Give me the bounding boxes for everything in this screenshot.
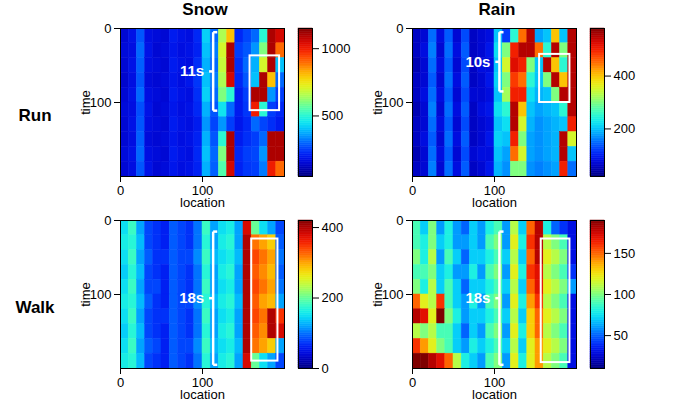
svg-text:time: time	[370, 90, 385, 115]
svg-text:time: time	[370, 282, 385, 307]
svg-text:100: 100	[90, 287, 112, 302]
svg-text:location: location	[180, 195, 225, 210]
svg-text:50: 50	[614, 328, 628, 343]
svg-text:100: 100	[614, 287, 636, 302]
html-text:Run: Run	[18, 106, 52, 125]
svg-text:200: 200	[322, 290, 344, 305]
svg-text:500: 500	[322, 108, 344, 123]
svg-text:150: 150	[614, 246, 636, 261]
svg-text:100: 100	[483, 182, 506, 198]
svg-text:0: 0	[322, 361, 329, 376]
html-text:Snow: Snow	[182, 0, 228, 19]
svg-text:100: 100	[382, 287, 404, 302]
svg-text:0: 0	[117, 375, 124, 390]
svg-text:18s: 18s	[179, 289, 204, 306]
svg-text:location: location	[472, 387, 517, 402]
svg-text:time: time	[78, 90, 93, 115]
svg-text:0: 0	[396, 213, 403, 228]
svg-text:100: 100	[382, 95, 404, 110]
svg-text:400: 400	[614, 68, 636, 83]
svg-text:location: location	[472, 195, 517, 210]
html-text:Walk: Walk	[15, 298, 55, 317]
svg-text:11s: 11s	[180, 62, 204, 79]
svg-text:400: 400	[322, 220, 344, 235]
html-text:Rain: Rain	[478, 0, 516, 19]
svg-text:200: 200	[614, 121, 636, 136]
svg-text:100: 100	[191, 182, 214, 198]
svg-text:0: 0	[104, 213, 111, 228]
svg-text:0: 0	[409, 375, 416, 390]
svg-text:1000: 1000	[322, 41, 351, 56]
svg-text:100: 100	[483, 374, 506, 390]
svg-text:time: time	[78, 282, 93, 307]
svg-text:100: 100	[191, 374, 214, 390]
svg-text:18s: 18s	[465, 289, 490, 306]
svg-text:location: location	[180, 387, 225, 402]
svg-text:0: 0	[396, 21, 403, 36]
svg-text:0: 0	[409, 183, 416, 198]
svg-text:0: 0	[104, 21, 111, 36]
svg-text:0: 0	[117, 183, 124, 198]
svg-text:100: 100	[90, 95, 112, 110]
svg-text:10s: 10s	[465, 53, 490, 70]
